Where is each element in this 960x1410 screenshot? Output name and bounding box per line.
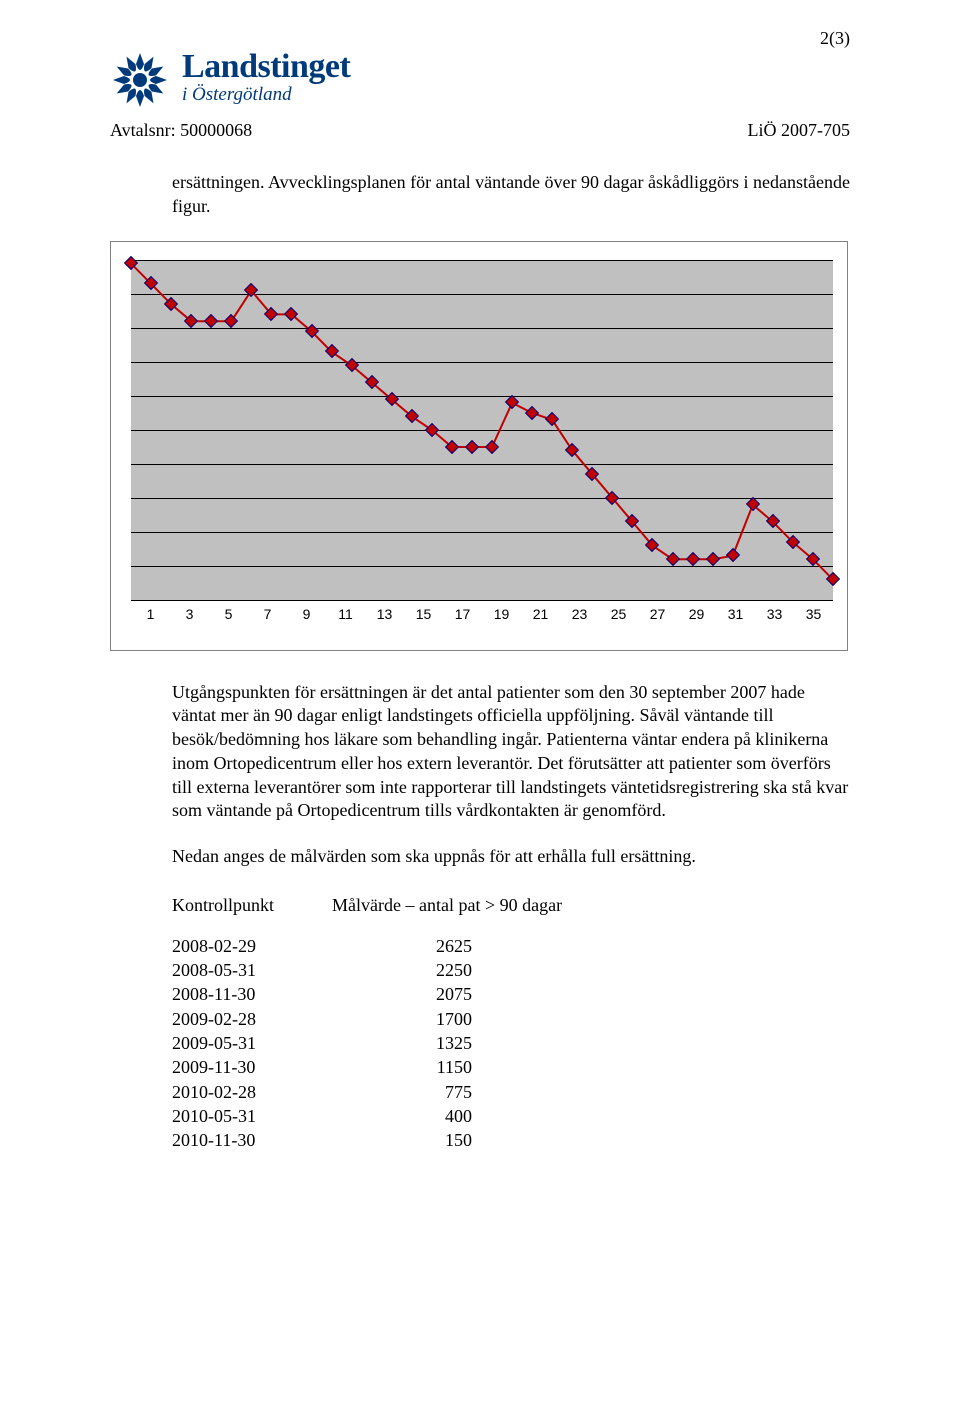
table-row: 2008-05-312250: [172, 958, 850, 982]
chart-x-tick: 23: [560, 606, 599, 628]
table-row: 2009-02-281700: [172, 1007, 850, 1031]
target-table: Kontrollpunkt Målvärde – antal pat > 90 …: [172, 895, 850, 1153]
logo-text-sub: i Östergötland: [182, 84, 350, 106]
table-cell-date: 2009-05-31: [172, 1031, 392, 1055]
avtal-number: Avtalsnr: 50000068: [110, 120, 252, 141]
table-cell-value: 400: [392, 1104, 472, 1128]
chart-x-tick: 11: [326, 606, 365, 628]
table-cell-value: 2075: [392, 982, 472, 1006]
chart-x-tick: 29: [677, 606, 716, 628]
table-cell-value: 1700: [392, 1007, 472, 1031]
table-body: 2008-02-2926252008-05-3122502008-11-3020…: [172, 934, 850, 1153]
chart: 1357911131517192123252729313335: [110, 241, 850, 651]
chart-x-tick: 21: [521, 606, 560, 628]
table-cell-date: 2008-11-30: [172, 982, 392, 1006]
chart-x-tick: 13: [365, 606, 404, 628]
table-header: Kontrollpunkt Målvärde – antal pat > 90 …: [172, 895, 850, 916]
meta-row: Avtalsnr: 50000068 LiÖ 2007-705: [110, 120, 850, 141]
chart-gridline: [131, 600, 833, 601]
chart-x-tick: 7: [248, 606, 287, 628]
page-number: 2(3): [820, 28, 850, 49]
paragraph-3: Nedan anges de målvärden som ska uppnås …: [172, 845, 850, 869]
chart-x-axis: 1357911131517192123252729313335: [131, 606, 833, 628]
table-row: 2010-05-31400: [172, 1104, 850, 1128]
landstinget-logo-icon: [110, 50, 170, 110]
document-ref: LiÖ 2007-705: [748, 120, 851, 141]
chart-x-tick: 25: [599, 606, 638, 628]
table-cell-date: 2009-02-28: [172, 1007, 392, 1031]
logo-text: Landstinget i Östergötland: [182, 50, 350, 106]
table-cell-date: 2010-02-28: [172, 1080, 392, 1104]
table-row: 2010-11-30150: [172, 1128, 850, 1152]
table-cell-value: 1150: [392, 1055, 472, 1079]
table-cell-value: 775: [392, 1080, 472, 1104]
chart-x-tick: 35: [794, 606, 833, 628]
chart-x-tick: 27: [638, 606, 677, 628]
chart-x-tick: 33: [755, 606, 794, 628]
table-cell-value: 1325: [392, 1031, 472, 1055]
chart-x-tick: 19: [482, 606, 521, 628]
chart-x-tick: 1: [131, 606, 170, 628]
chart-line: [131, 260, 833, 600]
table-cell-date: 2008-05-31: [172, 958, 392, 982]
table-cell-date: 2009-11-30: [172, 1055, 392, 1079]
table-row: 2009-11-301150: [172, 1055, 850, 1079]
table-head-malvarde: Målvärde – antal pat > 90 dagar: [332, 895, 562, 916]
paragraph-1: ersättningen. Avvecklingsplanen för anta…: [172, 171, 850, 219]
table-cell-value: 2625: [392, 934, 472, 958]
chart-frame: 1357911131517192123252729313335: [110, 241, 848, 651]
chart-plot-area: [131, 260, 833, 600]
header: Landstinget i Östergötland: [110, 50, 850, 110]
chart-x-tick: 5: [209, 606, 248, 628]
table-row: 2010-02-28775: [172, 1080, 850, 1104]
chart-x-tick: 9: [287, 606, 326, 628]
chart-x-tick: 3: [170, 606, 209, 628]
table-row: 2009-05-311325: [172, 1031, 850, 1055]
chart-x-tick: 17: [443, 606, 482, 628]
table-cell-date: 2010-11-30: [172, 1128, 392, 1152]
logo-text-main: Landstinget: [182, 50, 350, 84]
table-cell-value: 2250: [392, 958, 472, 982]
table-cell-value: 150: [392, 1128, 472, 1152]
table-head-kontrollpunkt: Kontrollpunkt: [172, 895, 332, 916]
chart-x-tick: 31: [716, 606, 755, 628]
page: 2(3): [0, 0, 960, 1192]
table-cell-date: 2008-02-29: [172, 934, 392, 958]
table-cell-date: 2010-05-31: [172, 1104, 392, 1128]
chart-x-tick: 15: [404, 606, 443, 628]
paragraph-2: Utgångspunkten för ersättningen är det a…: [172, 681, 850, 824]
table-row: 2008-02-292625: [172, 934, 850, 958]
table-row: 2008-11-302075: [172, 982, 850, 1006]
